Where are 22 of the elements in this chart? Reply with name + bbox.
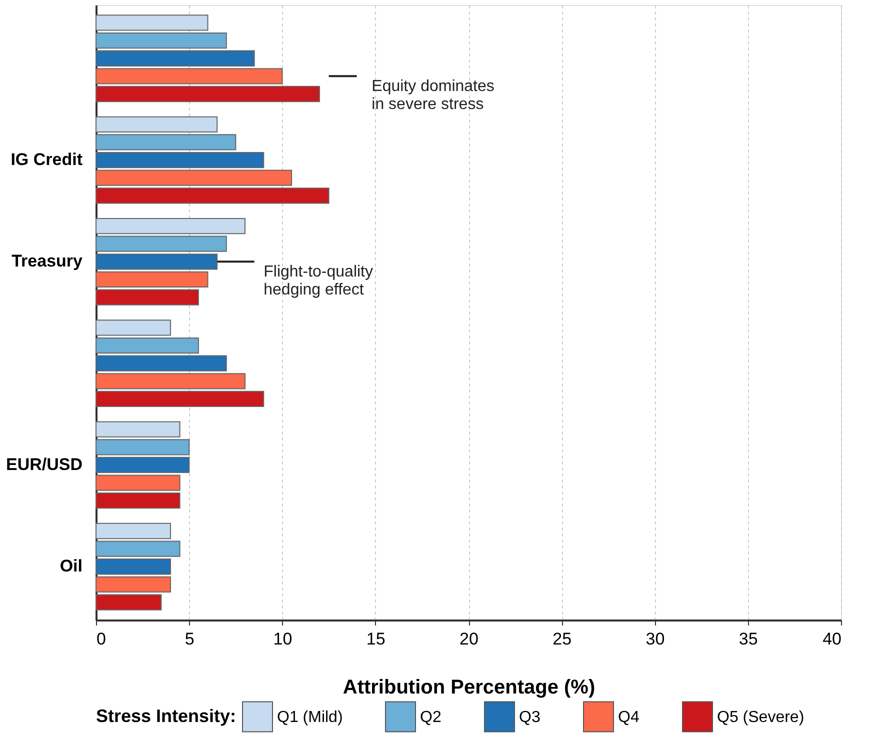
legend-label: Q3 bbox=[519, 708, 540, 726]
y-tick-label: IG Credit bbox=[10, 150, 83, 170]
legend-label: Q5 (Severe) bbox=[717, 708, 804, 726]
x-axis-title: Attribution Percentage (%) bbox=[342, 676, 596, 698]
x-tick-label: 0 bbox=[96, 630, 106, 648]
legend-title: Stress Intensity: bbox=[96, 706, 236, 726]
y-tick-label: EUR/USD bbox=[6, 454, 82, 474]
x-tick-label: 15 bbox=[366, 630, 386, 648]
x-tick-label: 25 bbox=[552, 630, 572, 648]
y-tick-label: Treasury bbox=[12, 252, 84, 271]
x-tick-label: 35 bbox=[738, 630, 758, 648]
legend-label: Q4 bbox=[618, 708, 640, 726]
x-tick-label: 5 bbox=[184, 630, 194, 648]
legend-label: Q1 (Mild) bbox=[277, 708, 343, 726]
x-tick-label: 30 bbox=[646, 630, 665, 648]
x-tick-label: 40 bbox=[822, 630, 842, 648]
legend-label: Q2 bbox=[420, 708, 442, 726]
x-tick-label: 20 bbox=[460, 630, 478, 648]
y-tick-label: Oil bbox=[60, 556, 82, 576]
annotation: Equity dominates in severe stress bbox=[372, 78, 494, 114]
annotation: Flight-to-quality hedging effect bbox=[264, 264, 373, 299]
x-tick-label: 10 bbox=[273, 630, 292, 648]
